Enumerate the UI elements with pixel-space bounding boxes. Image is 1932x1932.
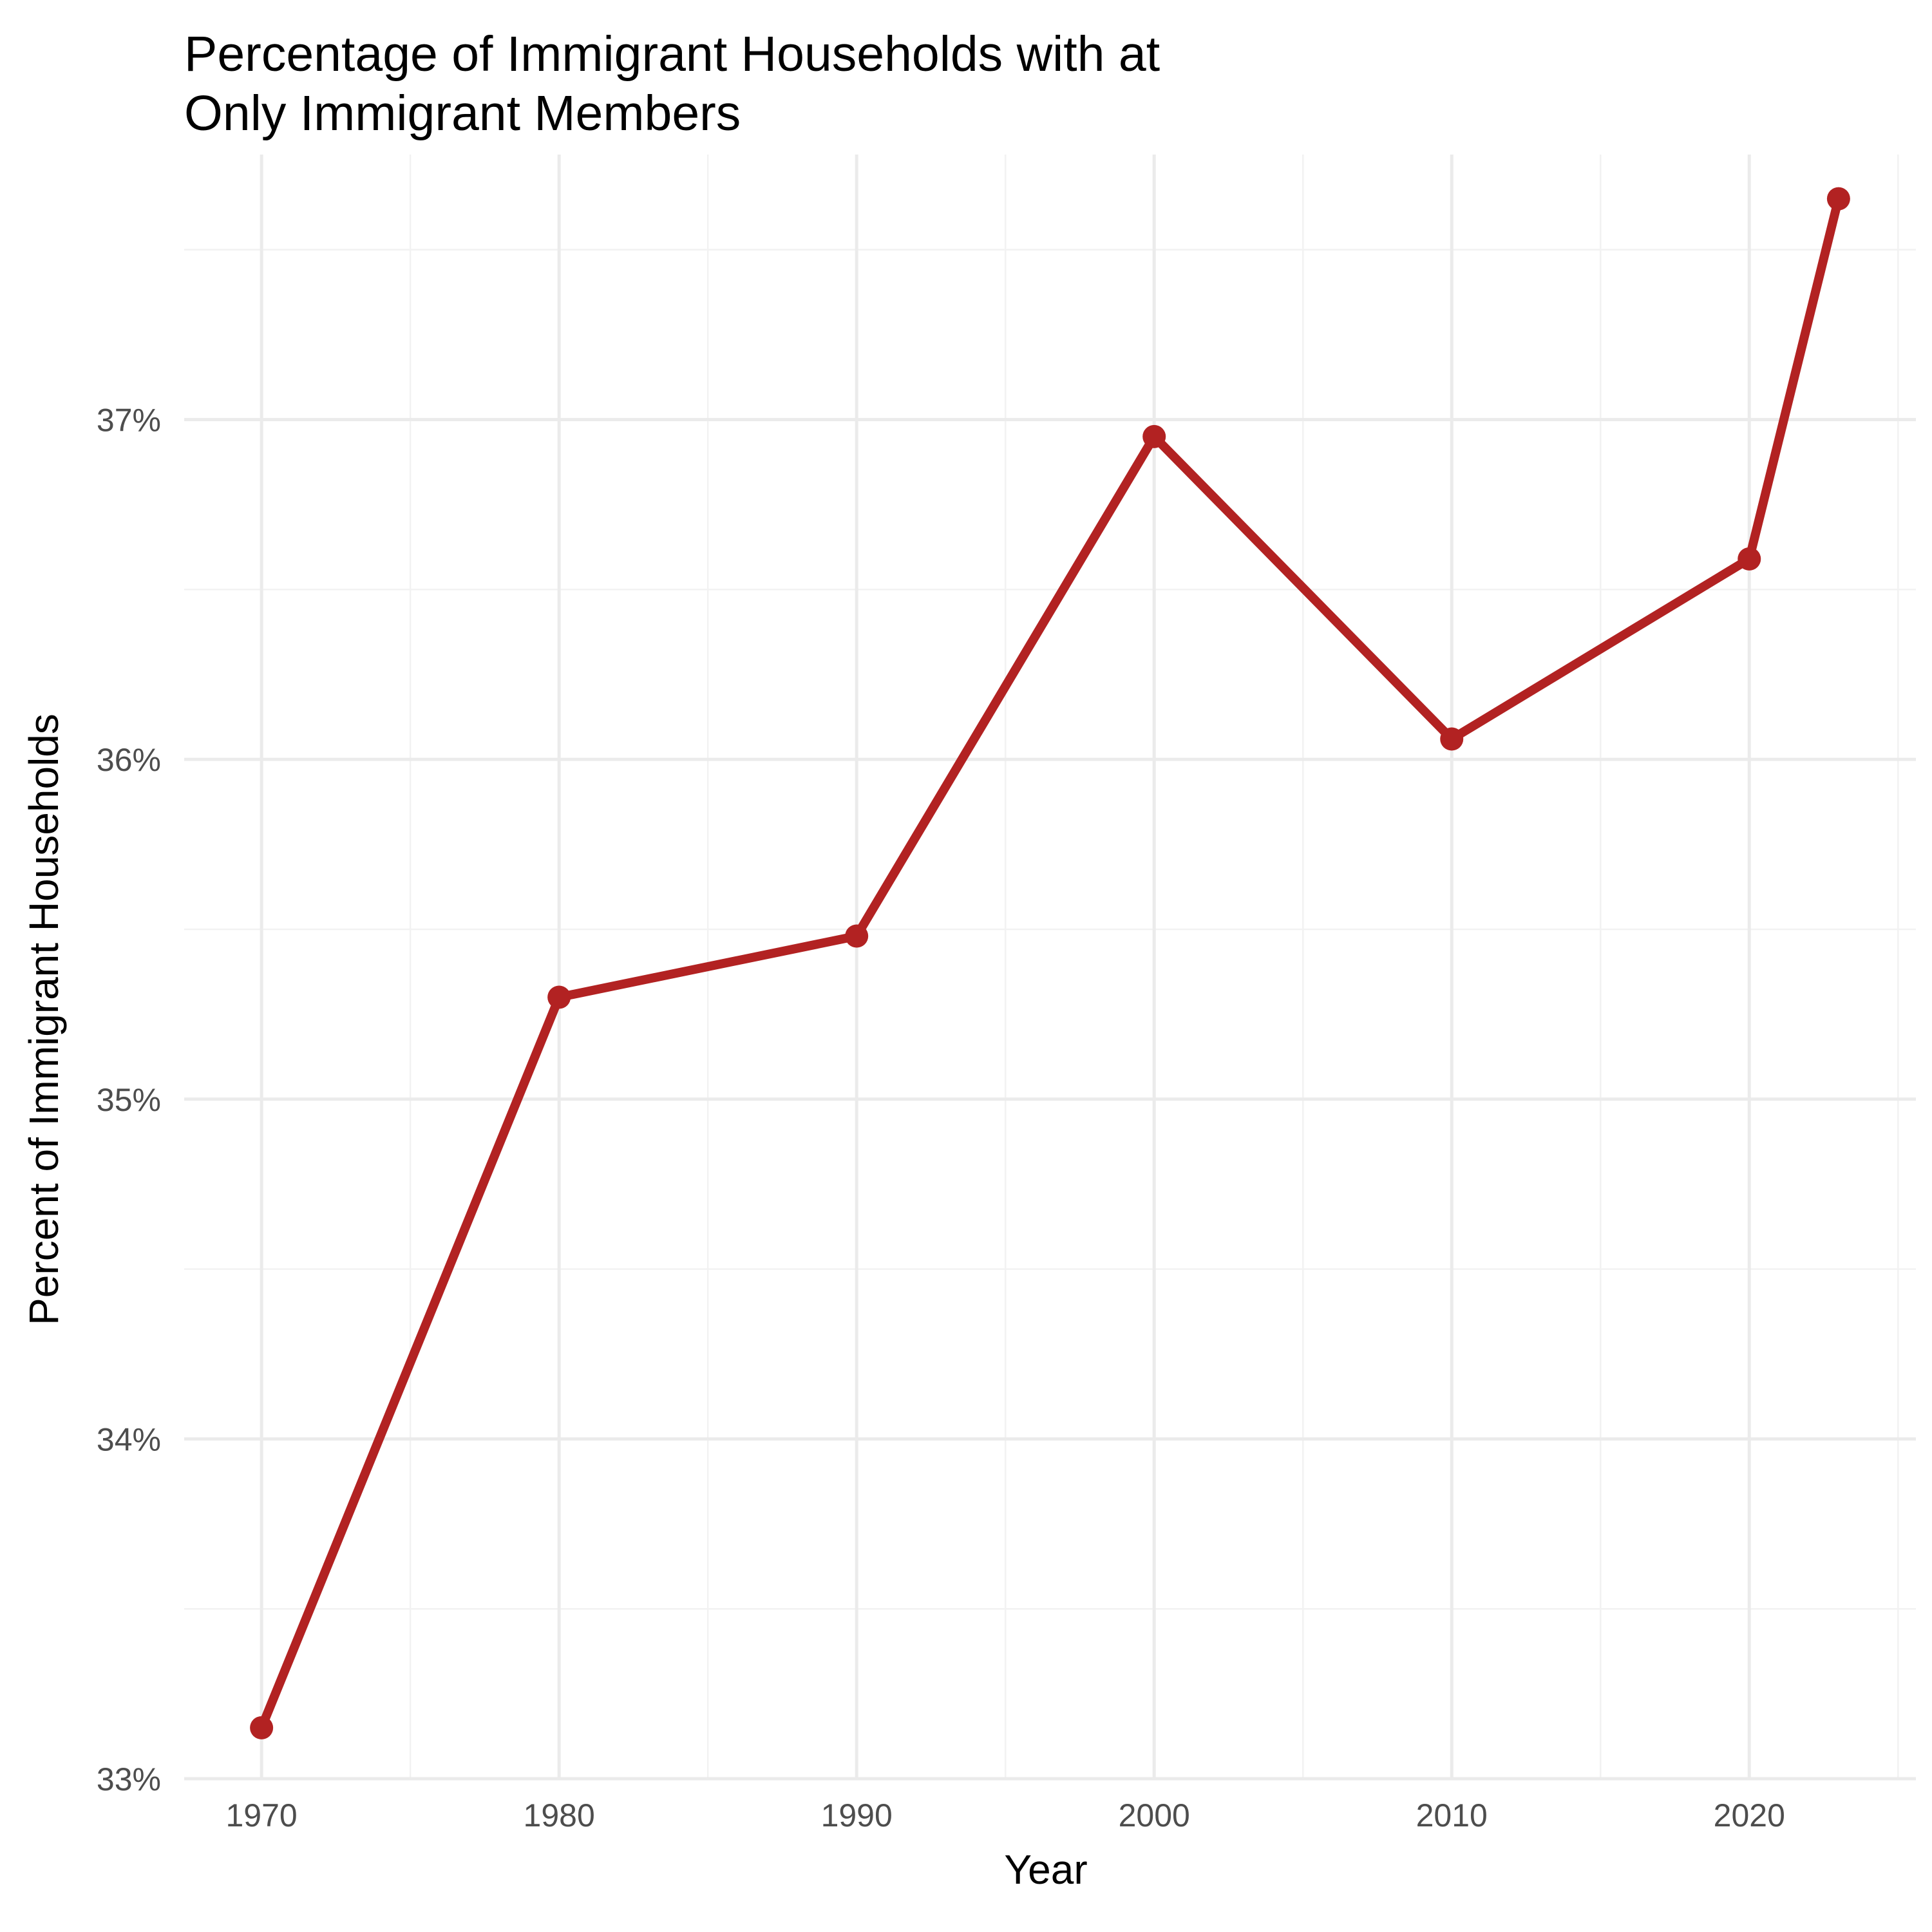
y-tick-label: 37%: [97, 402, 161, 439]
x-axis-label: Year: [1004, 1846, 1088, 1893]
data-point: [1826, 187, 1850, 211]
data-point: [1440, 727, 1464, 751]
x-tick-label: 1980: [524, 1797, 595, 1833]
data-point: [547, 985, 571, 1009]
x-tick-label: 2010: [1416, 1797, 1488, 1833]
x-tick-label: 1990: [821, 1797, 893, 1833]
x-tick-label: 2000: [1119, 1797, 1190, 1833]
data-point: [1738, 547, 1761, 571]
y-tick-label: 34%: [97, 1421, 161, 1457]
y-axis-label: Percent of Immigrant Households: [21, 714, 67, 1325]
y-tick-label: 33%: [97, 1761, 161, 1797]
x-tick-label: 1970: [226, 1797, 298, 1833]
y-tick-label: 36%: [97, 742, 161, 778]
x-tick-label: 2020: [1714, 1797, 1785, 1833]
data-point: [845, 924, 869, 948]
y-tick-label: 35%: [97, 1082, 161, 1118]
data-point: [1142, 424, 1166, 448]
series-line: [257, 194, 1843, 1732]
data-point: [250, 1716, 274, 1739]
chart-title: Percentage of Immigrant Households with …: [184, 26, 1160, 141]
